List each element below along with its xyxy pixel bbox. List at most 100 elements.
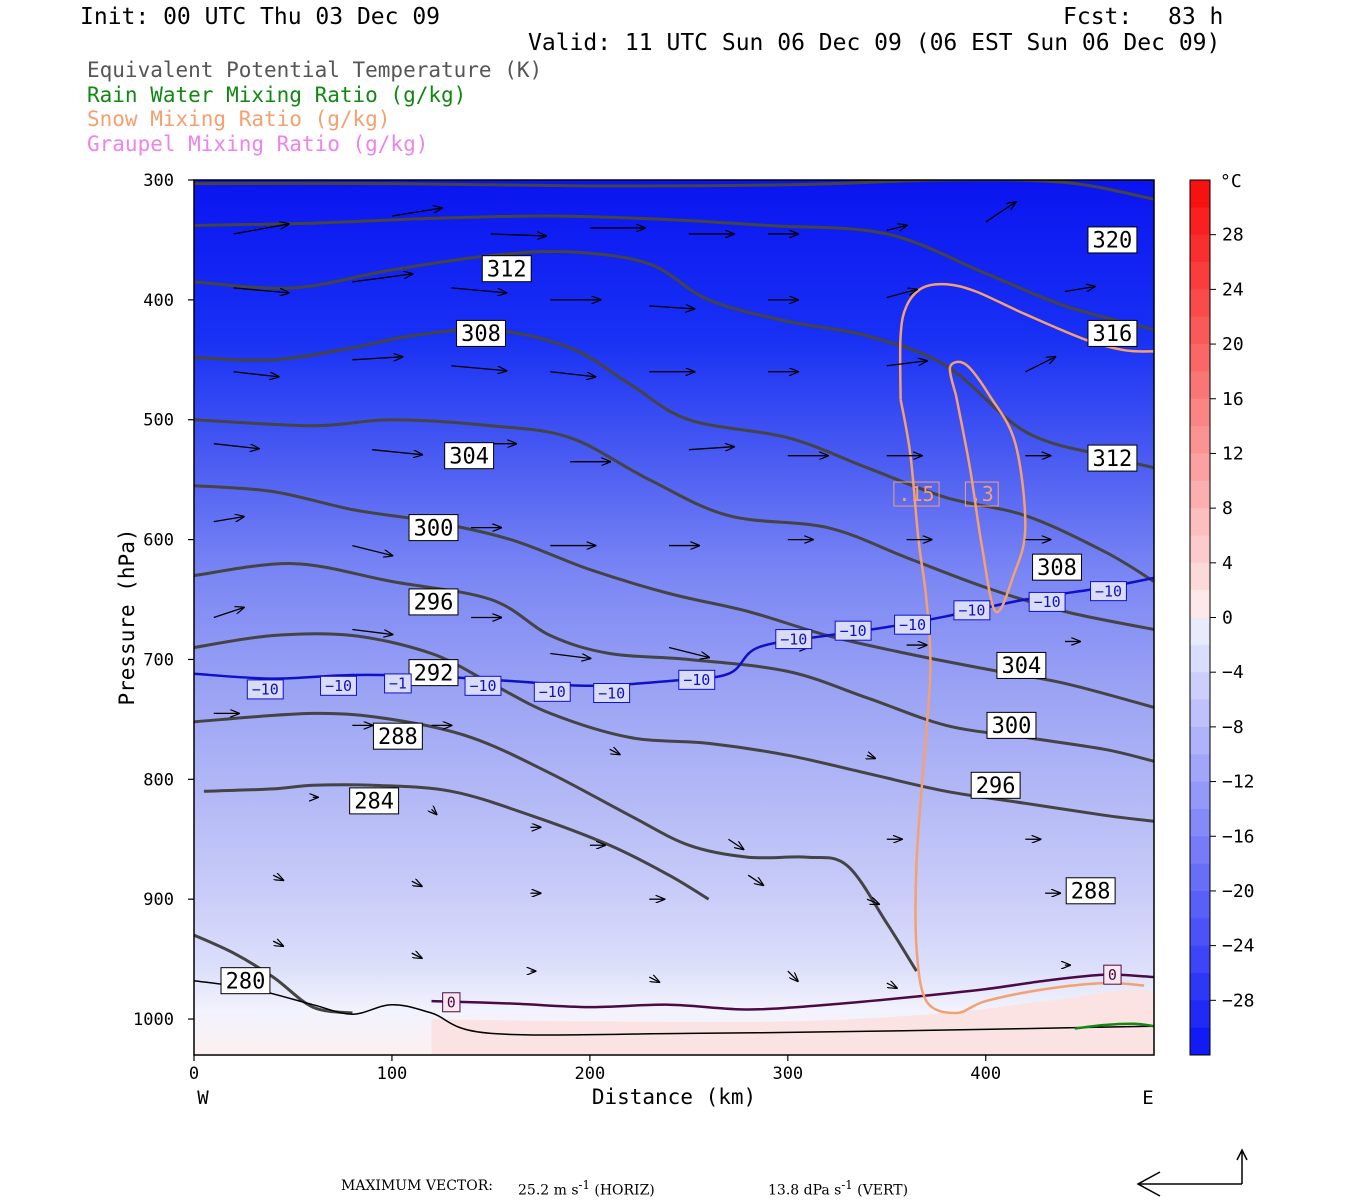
theta-e-label-4-box bbox=[456, 319, 506, 347]
colorbar-tick-label-0: 28 bbox=[1222, 225, 1244, 246]
wind-vector-65 bbox=[866, 899, 879, 904]
isotherm-minus10-label-10-group: −10 bbox=[953, 600, 991, 621]
wind-vector-23 bbox=[1025, 357, 1055, 373]
colorbar-segment-30 bbox=[1190, 207, 1210, 236]
theta-e-label-13-box bbox=[372, 722, 423, 750]
isotherm-minus10-label-7-group: −10 bbox=[775, 629, 813, 650]
theta-e-label-6-box bbox=[444, 442, 495, 470]
colorbar-segment--10 bbox=[1190, 754, 1210, 783]
colorbar-segment--26 bbox=[1190, 972, 1210, 1001]
legend-rain: Rain Water Mixing Ratio (g/kg) bbox=[87, 83, 467, 107]
isotherm-minus10-label-11-group: −10 bbox=[1028, 591, 1066, 612]
colorbar-segment-12 bbox=[1190, 453, 1210, 482]
snow-label-.15-0-box bbox=[893, 481, 940, 507]
wind-vector-0 bbox=[233, 224, 289, 235]
theta-e-contour-292 bbox=[194, 632, 1154, 823]
horizontal-exponent: -1 bbox=[578, 1178, 590, 1192]
colorbar-segment-20 bbox=[1190, 344, 1210, 372]
colorbar-segment--4 bbox=[1190, 672, 1210, 701]
isotherm-minus10-label-5-box bbox=[593, 683, 631, 704]
wind-vector-60 bbox=[272, 875, 283, 880]
wind-vector-17 bbox=[352, 357, 402, 360]
theta-e-label-0: 320 bbox=[1093, 229, 1133, 254]
theta-e-label-4: 308 bbox=[461, 322, 501, 347]
theta-e-label-15-group: 284 bbox=[349, 787, 400, 815]
wind-vector-70 bbox=[648, 977, 659, 982]
colorbar-segment-18 bbox=[1190, 371, 1210, 400]
legend-snow: Snow Mixing Ratio (g/kg) bbox=[87, 107, 391, 131]
isotherm-minus10-label-1: −10 bbox=[325, 677, 352, 695]
theta-e-contour-304 bbox=[194, 418, 1154, 631]
wind-vector-61 bbox=[411, 881, 422, 886]
vertical-unit: (VERT) bbox=[857, 1182, 909, 1199]
isotherm-minus10-label-6-box bbox=[678, 669, 716, 690]
wind-vector-72 bbox=[886, 983, 897, 988]
y-axis-title: Pressure (hPa) bbox=[115, 528, 139, 705]
isotherm-minus10-label-12-group: −10 bbox=[1090, 581, 1127, 602]
wind-vector-24 bbox=[213, 443, 259, 449]
max-vector-key bbox=[1136, 1148, 1248, 1197]
isotherm-minus10-label-12: −10 bbox=[1095, 582, 1122, 600]
valid-time: Valid: 11 UTC Sun 06 Dec 09 (06 EST Sun … bbox=[528, 30, 1221, 56]
colorbar-tick-label-12: −20 bbox=[1222, 881, 1255, 902]
warm-layer-shading bbox=[431, 989, 1154, 1055]
colorbar-segment-28 bbox=[1190, 234, 1210, 263]
y-tick-label-1000: 1000 bbox=[133, 1010, 174, 1030]
wind-vector-64 bbox=[747, 874, 763, 885]
theta-e-label-8-box bbox=[408, 514, 459, 542]
isotherm-minus10-label-7-box bbox=[775, 629, 813, 650]
theta-e-label-6-group: 304 bbox=[444, 442, 495, 470]
x-tick-label-0: 0 bbox=[189, 1064, 199, 1084]
colorbar-tick-label-4: 12 bbox=[1222, 443, 1244, 464]
theta-e-label-16: 280 bbox=[226, 969, 266, 994]
colorbar-tick-label-3: 16 bbox=[1222, 389, 1244, 410]
theta-e-contour-300 bbox=[194, 484, 1154, 709]
isotherm-minus10-label-0-box bbox=[246, 679, 284, 700]
isotherm-minus10-label-8-box bbox=[834, 620, 872, 641]
isotherm-zero bbox=[431, 973, 1154, 1011]
isotherm-zero-label-1-box bbox=[1103, 964, 1122, 985]
theta-e-label-15: 284 bbox=[354, 790, 394, 815]
y-tick-label-300: 300 bbox=[143, 171, 174, 191]
max-vector-vertical: 13.8 dPa s-1 (VERT) bbox=[768, 1178, 908, 1199]
theta-e-label-12-group: 292 bbox=[408, 659, 459, 686]
y-tick-label-500: 500 bbox=[143, 411, 174, 431]
theta-e-label-16-group: 280 bbox=[220, 967, 271, 994]
theta-e-label-11-group: 296 bbox=[970, 771, 1021, 799]
isotherm-minus10-label-3-box bbox=[464, 675, 502, 696]
theta-e-contour-288 bbox=[194, 711, 918, 972]
snow-label-.3-0-group: .3 bbox=[964, 481, 999, 507]
theta-e-label-15-box bbox=[349, 787, 400, 815]
colorbar-segment--12 bbox=[1190, 781, 1210, 810]
colorbar-segment-10 bbox=[1190, 480, 1210, 509]
colorbar-segment-0 bbox=[1190, 617, 1210, 646]
theta-e-contour-308 bbox=[194, 327, 1154, 583]
snow-contour-.15-lower bbox=[899, 399, 1145, 1015]
colorbar-segment--30 bbox=[1190, 1027, 1210, 1056]
plot-background bbox=[194, 180, 1154, 1055]
wind-vector-51 bbox=[609, 749, 620, 754]
colorbar-segment-24 bbox=[1190, 289, 1210, 318]
colorbar-segment--2 bbox=[1190, 644, 1210, 673]
theta-e-label-11: 296 bbox=[976, 774, 1016, 799]
theta-e-label-10-box bbox=[408, 588, 459, 616]
isotherm-zero-label-1-group: 0 bbox=[1103, 964, 1122, 985]
wind-vector-28 bbox=[688, 447, 734, 450]
theta-e-label-10: 296 bbox=[414, 591, 454, 616]
x-axis-east-label: E bbox=[1142, 1087, 1153, 1109]
theta-e-label-7-box bbox=[996, 651, 1047, 679]
wind-vector-7 bbox=[985, 202, 1016, 223]
x-axis-title: Distance (km) bbox=[592, 1085, 756, 1109]
isotherm-minus10-label-3-group: −10 bbox=[464, 675, 502, 696]
wind-vector-40 bbox=[213, 608, 244, 619]
vertical-exponent: -1 bbox=[841, 1178, 853, 1192]
theta-e-label-14: 288 bbox=[1071, 879, 1111, 904]
colorbar-segment--22 bbox=[1190, 918, 1210, 947]
theta-e-contour-284 bbox=[203, 783, 710, 901]
wind-vector-25 bbox=[372, 449, 422, 455]
colorbar-segment-6 bbox=[1190, 535, 1210, 564]
colorbar-tick-label-10: −12 bbox=[1222, 772, 1255, 793]
isotherm-minus10-label-9: −10 bbox=[899, 616, 926, 634]
isotherm-minus10-label-9-box bbox=[894, 614, 931, 635]
theta-e-label-2: 312 bbox=[487, 257, 527, 282]
